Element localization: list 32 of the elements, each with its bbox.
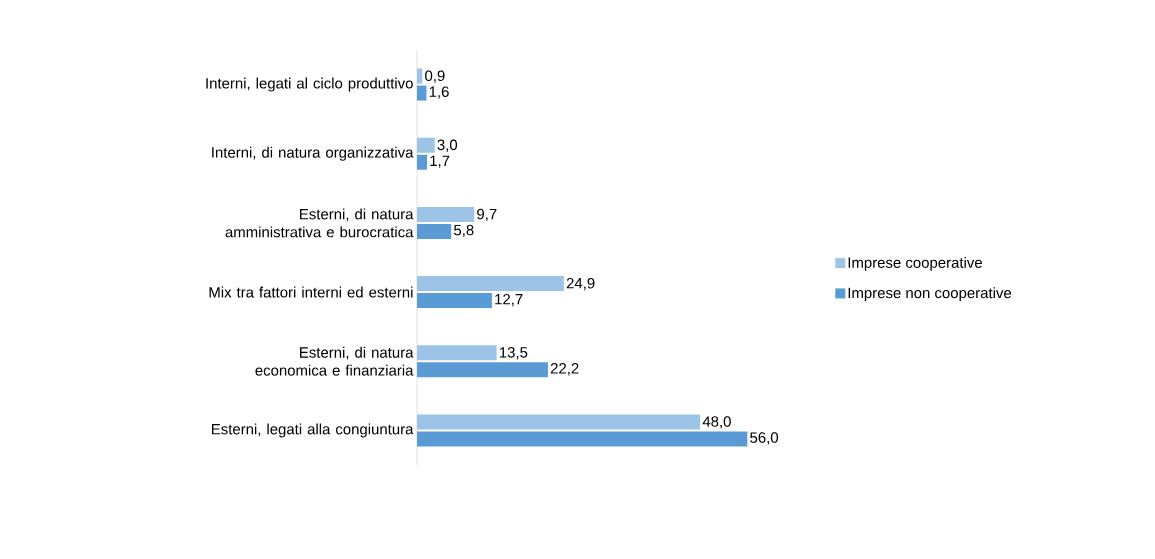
data-label: 48,0 — [702, 416, 731, 429]
data-label: 0,9 — [425, 70, 445, 83]
bar — [417, 293, 492, 309]
bar — [417, 206, 475, 222]
bar — [417, 276, 564, 292]
bar — [417, 223, 452, 239]
data-label: 13,5 — [499, 347, 528, 360]
data-label: 1,7 — [430, 155, 450, 168]
y-tick-label: Esterni, legati alla congiuntura — [212, 423, 414, 438]
bar — [417, 154, 428, 170]
y-tick-label: Interni, legati al ciclo produttivo — [206, 77, 413, 92]
bar — [417, 68, 423, 84]
data-label: 3,0 — [437, 139, 458, 152]
y-tick-label: Esterni, di natura amministrativa e burocratica — [225, 208, 414, 238]
y-tick-label: Mix tra fattori interni ed esterni — [209, 286, 413, 298]
data-label: 5,8 — [454, 224, 474, 238]
data-label: 12,7 — [495, 293, 523, 307]
data-label: 22,2 — [550, 363, 579, 376]
legend-label: Imprese non cooperative — [848, 287, 1012, 302]
bar — [417, 431, 748, 447]
bar — [417, 85, 427, 101]
bar — [417, 345, 497, 361]
data-label: 24,9 — [566, 277, 595, 291]
y-tick-label: Interni, di natura organizzativa — [212, 146, 414, 161]
bar — [417, 362, 548, 378]
bar — [417, 414, 701, 430]
data-label: 1,6 — [429, 86, 449, 99]
data-label: 56,0 — [750, 432, 779, 445]
y-tick-label: Esterni, di natura economica e finanziaria — [255, 346, 414, 376]
data-label: 9,7 — [477, 208, 497, 222]
bar — [417, 137, 435, 153]
legend-label: Imprese cooperative — [848, 256, 982, 271]
